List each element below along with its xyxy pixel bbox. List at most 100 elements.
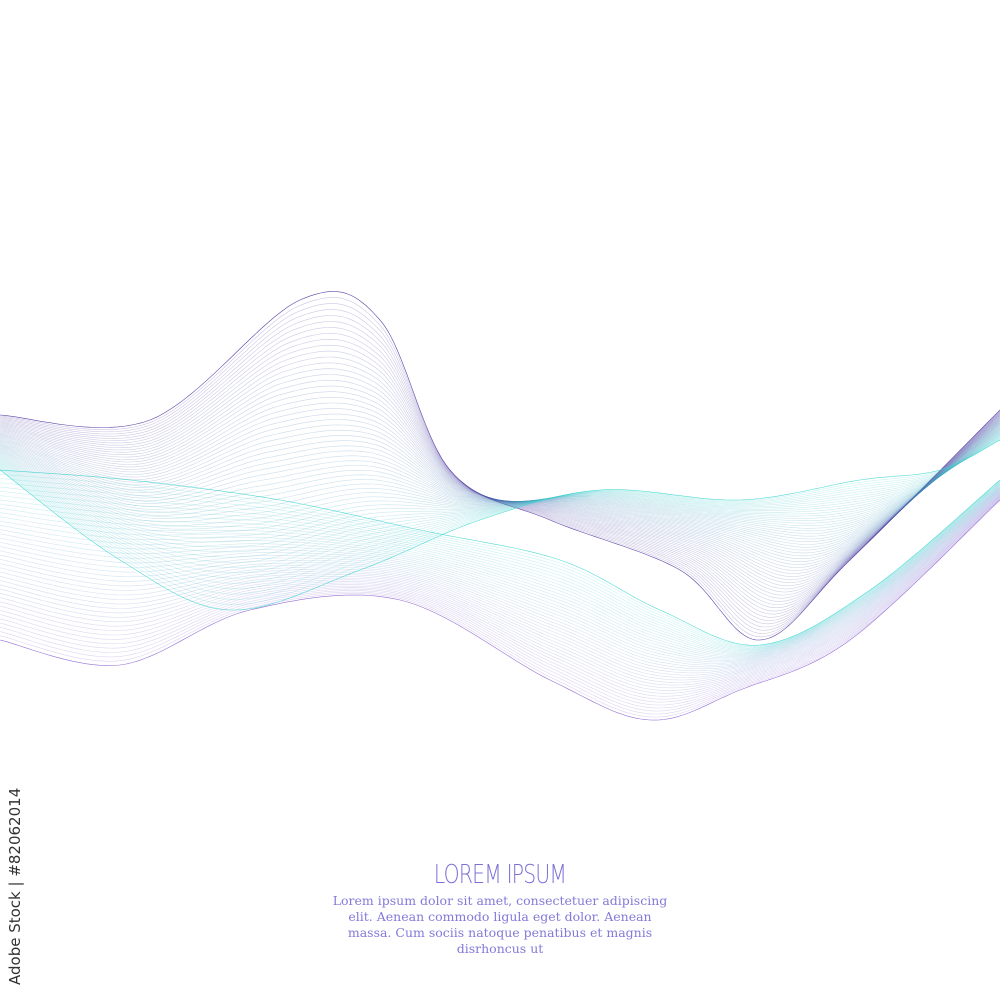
wave-line bbox=[0, 333, 1000, 618]
wave-line bbox=[0, 483, 1000, 652]
wave-line bbox=[0, 368, 1000, 599]
wave-line bbox=[0, 429, 1000, 529]
wave-line bbox=[0, 338, 1000, 615]
wave-line bbox=[0, 380, 1000, 593]
wave-line bbox=[0, 497, 1000, 709]
wave-line bbox=[0, 499, 1000, 718]
paragraph: Lorem ipsum dolor sit amet, consectetuer… bbox=[332, 893, 668, 956]
wave-line bbox=[0, 481, 1000, 649]
wave-line bbox=[0, 482, 1000, 651]
wave-line bbox=[0, 436, 1000, 579]
wave-line bbox=[0, 425, 1000, 551]
wave-line bbox=[0, 487, 1000, 660]
wave-line bbox=[0, 488, 1000, 663]
wave-line bbox=[0, 483, 1000, 651]
wave-line bbox=[0, 430, 1000, 530]
wave-line bbox=[0, 486, 1000, 657]
wave-line bbox=[0, 496, 1000, 700]
wave-line bbox=[0, 402, 1000, 580]
wave-line bbox=[0, 385, 1000, 590]
wave-line bbox=[0, 436, 1000, 584]
wave-line bbox=[0, 435, 1000, 574]
wave-line bbox=[0, 327, 1000, 621]
wave-line bbox=[0, 484, 1000, 653]
wave-line bbox=[0, 437, 1000, 590]
wave-line bbox=[0, 492, 1000, 678]
wave-line bbox=[0, 423, 1000, 563]
wave-line bbox=[0, 424, 1000, 554]
wave-line bbox=[0, 431, 1000, 538]
wave-line bbox=[0, 434, 1000, 563]
wave-line bbox=[0, 485, 1000, 656]
wave-line bbox=[0, 482, 1000, 650]
wave-line bbox=[0, 430, 1000, 526]
wave-line bbox=[0, 433, 1000, 548]
wave-line bbox=[0, 422, 1000, 568]
wave-line bbox=[0, 391, 1000, 587]
wave-line bbox=[0, 422, 1000, 565]
wave-line bbox=[0, 429, 1000, 532]
wave-line bbox=[0, 492, 1000, 681]
wave-line bbox=[0, 434, 1000, 558]
wave-line bbox=[0, 495, 1000, 697]
wave-line bbox=[0, 490, 1000, 672]
wave-line bbox=[0, 481, 1000, 648]
wave-line bbox=[0, 309, 1000, 631]
lower-wave-ribbon bbox=[0, 469, 1000, 721]
wave-line bbox=[0, 494, 1000, 691]
wave-line bbox=[0, 408, 1000, 577]
wave-line bbox=[0, 438, 1000, 595]
wave-line bbox=[0, 356, 1000, 605]
wave-line bbox=[0, 315, 1000, 628]
wave-line bbox=[0, 433, 1000, 553]
wave-line bbox=[0, 427, 1000, 540]
wave-line bbox=[0, 424, 1000, 557]
wave-line bbox=[0, 495, 1000, 694]
wave-line bbox=[0, 291, 1000, 641]
wave-line bbox=[0, 478, 1000, 647]
heading: LOREM IPSUM bbox=[433, 860, 567, 890]
wave-line bbox=[0, 438, 1000, 600]
wave-line bbox=[0, 474, 1000, 647]
upper-wave-ribbon bbox=[0, 291, 1000, 641]
wave-line bbox=[0, 486, 1000, 659]
wave-line bbox=[0, 423, 1000, 559]
wave-line bbox=[0, 489, 1000, 668]
wave-line bbox=[0, 297, 1000, 638]
wave-line bbox=[0, 344, 1000, 612]
wave-line bbox=[0, 362, 1000, 602]
wave-line bbox=[0, 303, 1000, 634]
wave-line bbox=[0, 496, 1000, 703]
wave-line bbox=[0, 321, 1000, 625]
wave-line bbox=[0, 485, 1000, 655]
wave-line bbox=[0, 493, 1000, 683]
wave-line bbox=[0, 487, 1000, 661]
wave-line bbox=[0, 431, 1000, 534]
watermark: Adobe Stock | #82062014 bbox=[6, 787, 24, 985]
wave-line bbox=[0, 428, 1000, 537]
wave-line bbox=[0, 491, 1000, 674]
wave-line bbox=[0, 498, 1000, 715]
wave-line bbox=[0, 432, 1000, 543]
wave-line bbox=[0, 428, 1000, 534]
wave-line bbox=[0, 350, 1000, 608]
wave-line bbox=[0, 484, 1000, 654]
wave-line bbox=[0, 488, 1000, 666]
wave-line bbox=[0, 425, 1000, 548]
wave-line bbox=[0, 397, 1000, 584]
wave-line bbox=[0, 497, 1000, 706]
wave-line bbox=[0, 493, 1000, 686]
wave-line bbox=[0, 499, 1000, 721]
wave-line bbox=[0, 498, 1000, 712]
wave-line bbox=[0, 494, 1000, 689]
wave-line bbox=[0, 374, 1000, 596]
wave-line bbox=[0, 488, 1000, 664]
wave-line bbox=[0, 435, 1000, 568]
wave-line bbox=[0, 469, 1000, 646]
wave-line bbox=[0, 439, 1000, 611]
wave-line bbox=[0, 419, 1000, 571]
wave-line bbox=[0, 426, 1000, 545]
wave-line bbox=[0, 426, 1000, 543]
wave-line bbox=[0, 413, 1000, 574]
